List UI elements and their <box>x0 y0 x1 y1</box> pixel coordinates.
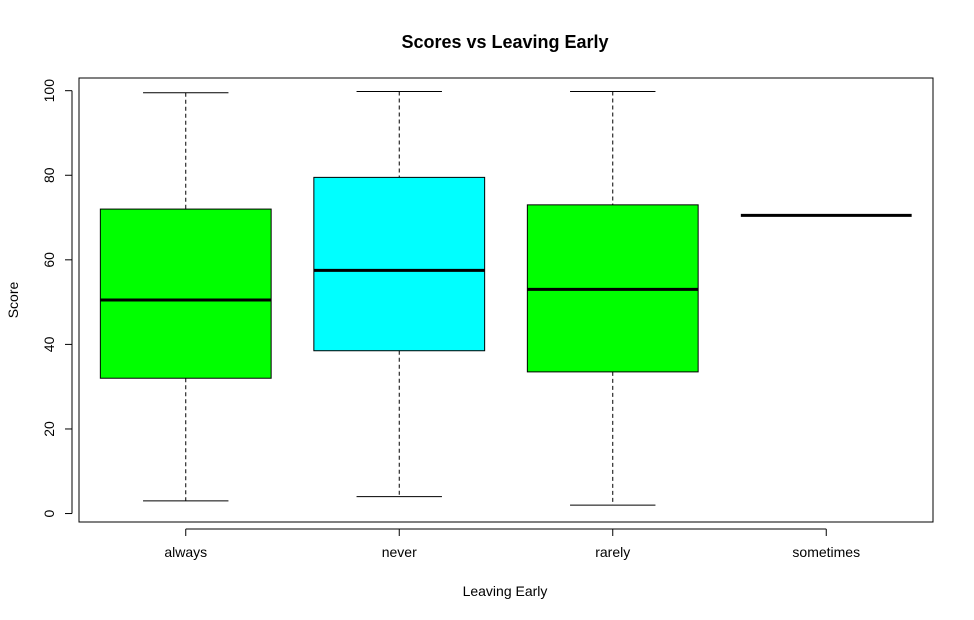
y-axis-label: Score <box>5 282 21 319</box>
chart-title: Scores vs Leaving Early <box>401 32 608 52</box>
x-tick-label: rarely <box>595 544 630 560</box>
y-tick-label: 20 <box>41 421 57 437</box>
box-always <box>99 92 272 502</box>
iqr-box <box>313 176 486 352</box>
x-axis-label: Leaving Early <box>463 583 548 599</box>
y-tick-label: 60 <box>41 252 57 268</box>
x-tick-label: sometimes <box>792 544 860 560</box>
y-tick-label: 40 <box>41 336 57 352</box>
box-rarely <box>526 91 699 506</box>
iqr-box <box>99 208 272 379</box>
y-tick-label: 80 <box>41 167 57 183</box>
x-tick-label: always <box>164 544 207 560</box>
plot-frame <box>78 77 934 523</box>
y-axis: 0 20 40 60 80 100 <box>41 79 73 517</box>
x-axis: always never rarely sometimes <box>164 528 860 560</box>
box-never <box>313 91 486 498</box>
y-tick-label: 0 <box>41 509 57 517</box>
boxes <box>99 91 912 506</box>
y-tick-label: 100 <box>41 79 57 103</box>
x-tick-label: never <box>382 544 417 560</box>
